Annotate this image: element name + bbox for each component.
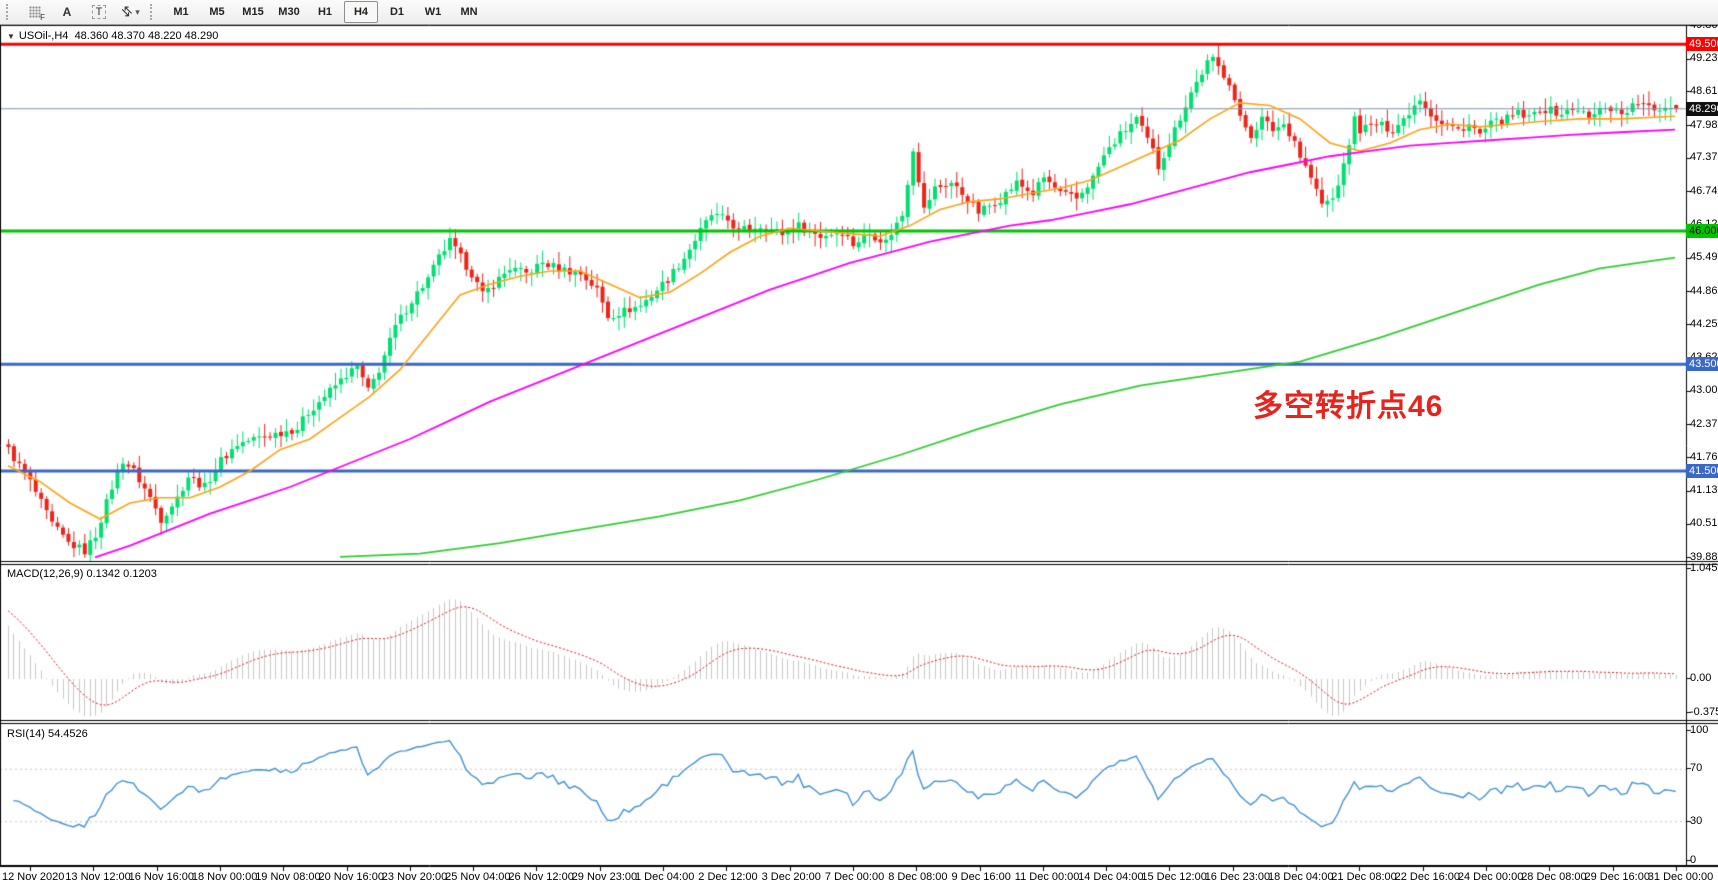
toolbar-grip[interactable] [6,4,13,20]
toolbar-grip[interactable] [150,4,157,20]
time-axis-label: 29 Nov 23:00 [571,871,638,883]
time-axis-label: 12 Nov 2020 [2,871,65,883]
time-axis-label: 31 Dec 00:00 [1647,871,1714,883]
tf-button-m1[interactable]: M1 [173,6,189,18]
time-axis-label: 16 Nov 16:00 [128,871,195,883]
price-tick-label: 41.130 [1690,484,1718,497]
chevron-down-icon: ▾ [135,6,140,17]
text-label-tool-button[interactable]: A [52,2,82,22]
macd-axis-max: 1.0455 [1690,562,1718,574]
time-axis-label: 1 Dec 04:00 [635,871,695,883]
time-axis-label: 11 Dec 00:00 [1014,871,1080,883]
time-axis-label: 7 Dec 00:00 [824,871,885,883]
symbol-period-label: USOil-,H4 [18,30,69,42]
tf-button-h4[interactable]: H4 [344,1,378,23]
price-tick-label: 48.615 [1690,84,1718,97]
macd-axis-zero: 0.00 [1690,672,1712,684]
price-tick-label: 43.005 [1690,384,1718,397]
tf-button-m30[interactable]: M30 [278,6,300,18]
time-axis-label: 25 Nov 04:00 [445,871,511,883]
price-tick-label: 45.495 [1690,251,1718,264]
arrows-tool-button[interactable]: ⇵ ▾ [116,2,146,22]
time-axis-label: 14 Dec 04:00 [1078,871,1144,883]
time-axis-label: 18 Dec 04:00 [1268,871,1334,883]
chevron-down-icon: ▼ [7,32,15,41]
time-axis-label: 26 Nov 12:00 [508,871,574,883]
price-level-badge: 49.500 [1686,37,1718,52]
macd-indicator-label: MACD(12,26,9) 0.1342 0.1203 [7,568,157,580]
time-axis-label: 3 Dec 20:00 [761,871,821,883]
time-axis-label: 19 Nov 08:00 [255,871,321,883]
time-axis-label: 29 Dec 16:00 [1584,871,1650,883]
price-tick-label: 44.865 [1690,284,1718,297]
time-axis-label: 24 Dec 00:00 [1457,871,1524,883]
rsi-indicator-label: RSI(14) 54.4526 [7,728,88,740]
rsi-axis-0: 0 [1690,854,1697,866]
price-tick-label: 41.760 [1690,450,1718,463]
price-tick-label: 44.250 [1690,317,1718,330]
price-level-badge: 43.500 [1686,357,1718,372]
tf-button-mn[interactable]: MN [460,6,478,18]
letter-a-icon: A [62,5,72,19]
price-level-badge: 46.000 [1686,223,1718,238]
macd-axis-min: -0.375 [1690,706,1718,718]
time-axis-label: 22 Dec 16:00 [1394,871,1461,883]
time-axis-label: 2 Dec 12:00 [698,871,758,883]
chart-text-annotation: 多空转折点46 [1253,390,1444,423]
rsi-axis-100: 100 [1690,724,1709,736]
price-level-badge: 41.500 [1686,464,1718,478]
text-box-icon: T [91,5,107,19]
arrows-icon: ⇵ [118,2,137,21]
grid-icon: F [29,6,45,22]
time-axis-label: 8 Dec 08:00 [888,871,948,883]
price-level-badge: 48.290 [1686,101,1718,116]
time-axis-label: 16 Dec 23:00 [1204,871,1271,883]
rsi-axis-70: 70 [1690,762,1703,774]
chart-title[interactable]: ▼ USOil-,H4 48.360 48.370 48.220 48.290 [7,30,218,42]
price-tick-label: 46.740 [1690,184,1718,197]
price-tick-label: 47.985 [1690,118,1718,131]
tf-button-h1[interactable]: H1 [317,6,333,18]
time-axis-label: 20 Nov 16:00 [318,871,384,883]
tf-button-m5[interactable]: M5 [209,6,225,18]
chart-grid-tool-button[interactable]: F [20,2,50,22]
ohlc-readout: 48.360 48.370 48.220 48.290 [74,30,219,42]
time-axis-label: 18 Nov 00:00 [191,871,258,883]
tf-button-d1[interactable]: D1 [389,6,405,18]
price-tick-label: 40.515 [1690,517,1718,530]
price-tick-label: 49.230 [1690,52,1718,65]
time-axis-label: 21 Dec 08:00 [1331,871,1397,883]
time-axis-label: 13 Nov 12:00 [65,871,131,883]
toolbar: F A T ⇵ ▾ M1 M5 M15 M30 H1 H4 D1 W1 MN [0,0,1718,25]
price-tick-label: 47.370 [1690,151,1718,164]
time-axis-label: 23 Nov 20:00 [381,871,448,883]
price-tick-label: 42.375 [1690,417,1718,430]
tf-button-w1[interactable]: W1 [424,6,442,18]
text-box-tool-button[interactable]: T [84,2,114,22]
time-axis-label: 9 Dec 16:00 [951,871,1011,883]
price-tick-label: 39.885 [1690,550,1718,563]
time-axis-label: 15 Dec 12:00 [1141,871,1207,883]
time-axis-label: 28 Dec 08:00 [1521,871,1587,883]
rsi-axis-30: 30 [1690,815,1703,827]
tf-button-m15[interactable]: M15 [242,6,264,18]
